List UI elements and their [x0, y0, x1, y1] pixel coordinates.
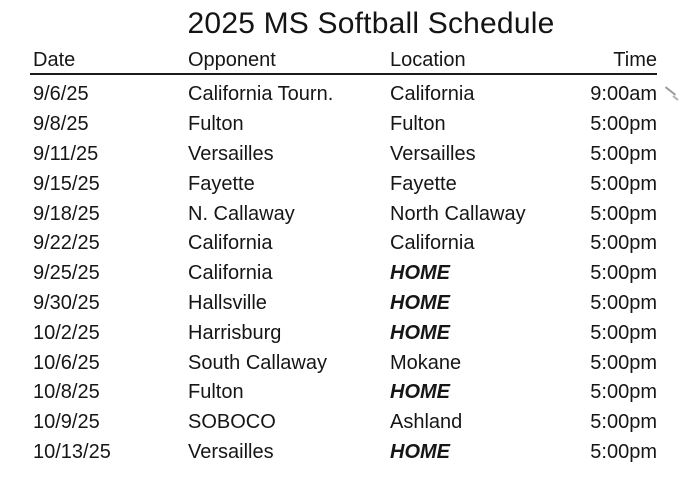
location-cell: Versailles — [390, 142, 476, 165]
location-cell: HOME — [390, 321, 450, 344]
opponent-cell: Fulton — [188, 381, 244, 404]
location-cell: HOME — [390, 440, 450, 463]
time-cell: 5:00pm — [590, 291, 657, 314]
header-location: Location — [390, 49, 466, 71]
location-cell: Fulton — [390, 113, 446, 136]
location-cell: California — [390, 232, 475, 255]
table-row: 10/2/25 Harrisburg HOME 5:00pm — [30, 318, 657, 348]
table-row: 9/8/25 Fulton Fulton 5:00pm — [30, 110, 657, 140]
table-row: 10/13/25 Versailles HOME 5:00pm — [30, 438, 657, 468]
table-row: 9/25/25 California HOME 5:00pm — [30, 259, 657, 289]
date-cell: 10/13/25 — [33, 440, 111, 463]
table-body: 9/6/25 California Tourn. California 9:00… — [30, 75, 657, 467]
time-cell: 5:00pm — [590, 172, 657, 195]
header-opponent: Opponent — [188, 49, 276, 71]
location-cell: Fayette — [390, 172, 457, 195]
opponent-cell: Hallsville — [188, 291, 267, 314]
opponent-cell: South Callaway — [188, 351, 327, 374]
opponent-cell: California Tourn. — [188, 83, 334, 106]
location-cell: California — [390, 83, 475, 106]
location-cell: Ashland — [390, 411, 463, 434]
table-row: 9/11/25 Versailles Versailles 5:00pm — [30, 140, 657, 170]
date-cell: 9/15/25 — [33, 172, 100, 195]
time-cell: 5:00pm — [590, 381, 657, 404]
table-row: 10/9/25 SOBOCO Ashland 5:00pm — [30, 408, 657, 438]
time-cell: 5:00pm — [590, 440, 657, 463]
time-cell: 5:00pm — [590, 411, 657, 434]
location-cell: North Callaway — [390, 202, 526, 225]
date-cell: 10/8/25 — [33, 381, 100, 404]
opponent-cell: N. Callaway — [188, 202, 295, 225]
page-title: 2025 MS Softball Schedule — [187, 7, 555, 40]
opponent-cell: SOBOCO — [188, 411, 276, 434]
table-row: 9/6/25 California Tourn. California 9:00… — [30, 80, 657, 110]
time-cell: 9:00am — [590, 83, 657, 106]
table-row: 9/18/25 N. Callaway North Callaway 5:00p… — [30, 199, 657, 229]
table-row: 9/22/25 California California 5:00pm — [30, 229, 657, 259]
time-cell: 5:00pm — [590, 262, 657, 285]
date-cell: 9/22/25 — [33, 232, 100, 255]
date-cell: 9/30/25 — [33, 291, 100, 314]
date-cell: 10/2/25 — [33, 321, 100, 344]
opponent-cell: Versailles — [188, 440, 274, 463]
date-cell: 9/18/25 — [33, 202, 100, 225]
date-cell: 10/9/25 — [33, 411, 100, 434]
date-cell: 9/8/25 — [33, 113, 89, 136]
time-cell: 5:00pm — [590, 202, 657, 225]
time-cell: 5:00pm — [590, 232, 657, 255]
opponent-cell: Versailles — [188, 142, 274, 165]
header-time: Time — [613, 49, 657, 71]
time-cell: 5:00pm — [590, 142, 657, 165]
opponent-cell: California — [188, 262, 273, 285]
table-row: 10/8/25 Fulton HOME 5:00pm — [30, 378, 657, 408]
date-cell: 9/25/25 — [33, 262, 100, 285]
table-row: 9/15/25 Fayette Fayette 5:00pm — [30, 169, 657, 199]
time-cell: 5:00pm — [590, 321, 657, 344]
opponent-cell: Fulton — [188, 113, 244, 136]
location-cell: Mokane — [390, 351, 462, 374]
date-cell: 9/6/25 — [33, 83, 89, 106]
location-cell: HOME — [390, 291, 450, 314]
schedule-table: Date Opponent Location Time 9/6/25 Calif… — [0, 46, 694, 467]
opponent-cell: California — [188, 232, 273, 255]
location-cell: HOME — [390, 262, 450, 285]
header-date: Date — [33, 49, 76, 71]
table-row: 9/30/25 Hallsville HOME 5:00pm — [30, 289, 657, 319]
time-cell: 5:00pm — [590, 113, 657, 136]
opponent-cell: Harrisburg — [188, 321, 282, 344]
table-row: 10/6/25 South Callaway Mokane 5:00pm — [30, 348, 657, 378]
opponent-cell: Fayette — [188, 172, 255, 195]
location-cell: HOME — [390, 381, 450, 404]
time-cell: 5:00pm — [590, 351, 657, 374]
table-header-row: Date Opponent Location Time — [30, 46, 657, 75]
date-cell: 10/6/25 — [33, 351, 100, 374]
date-cell: 9/11/25 — [33, 142, 99, 165]
